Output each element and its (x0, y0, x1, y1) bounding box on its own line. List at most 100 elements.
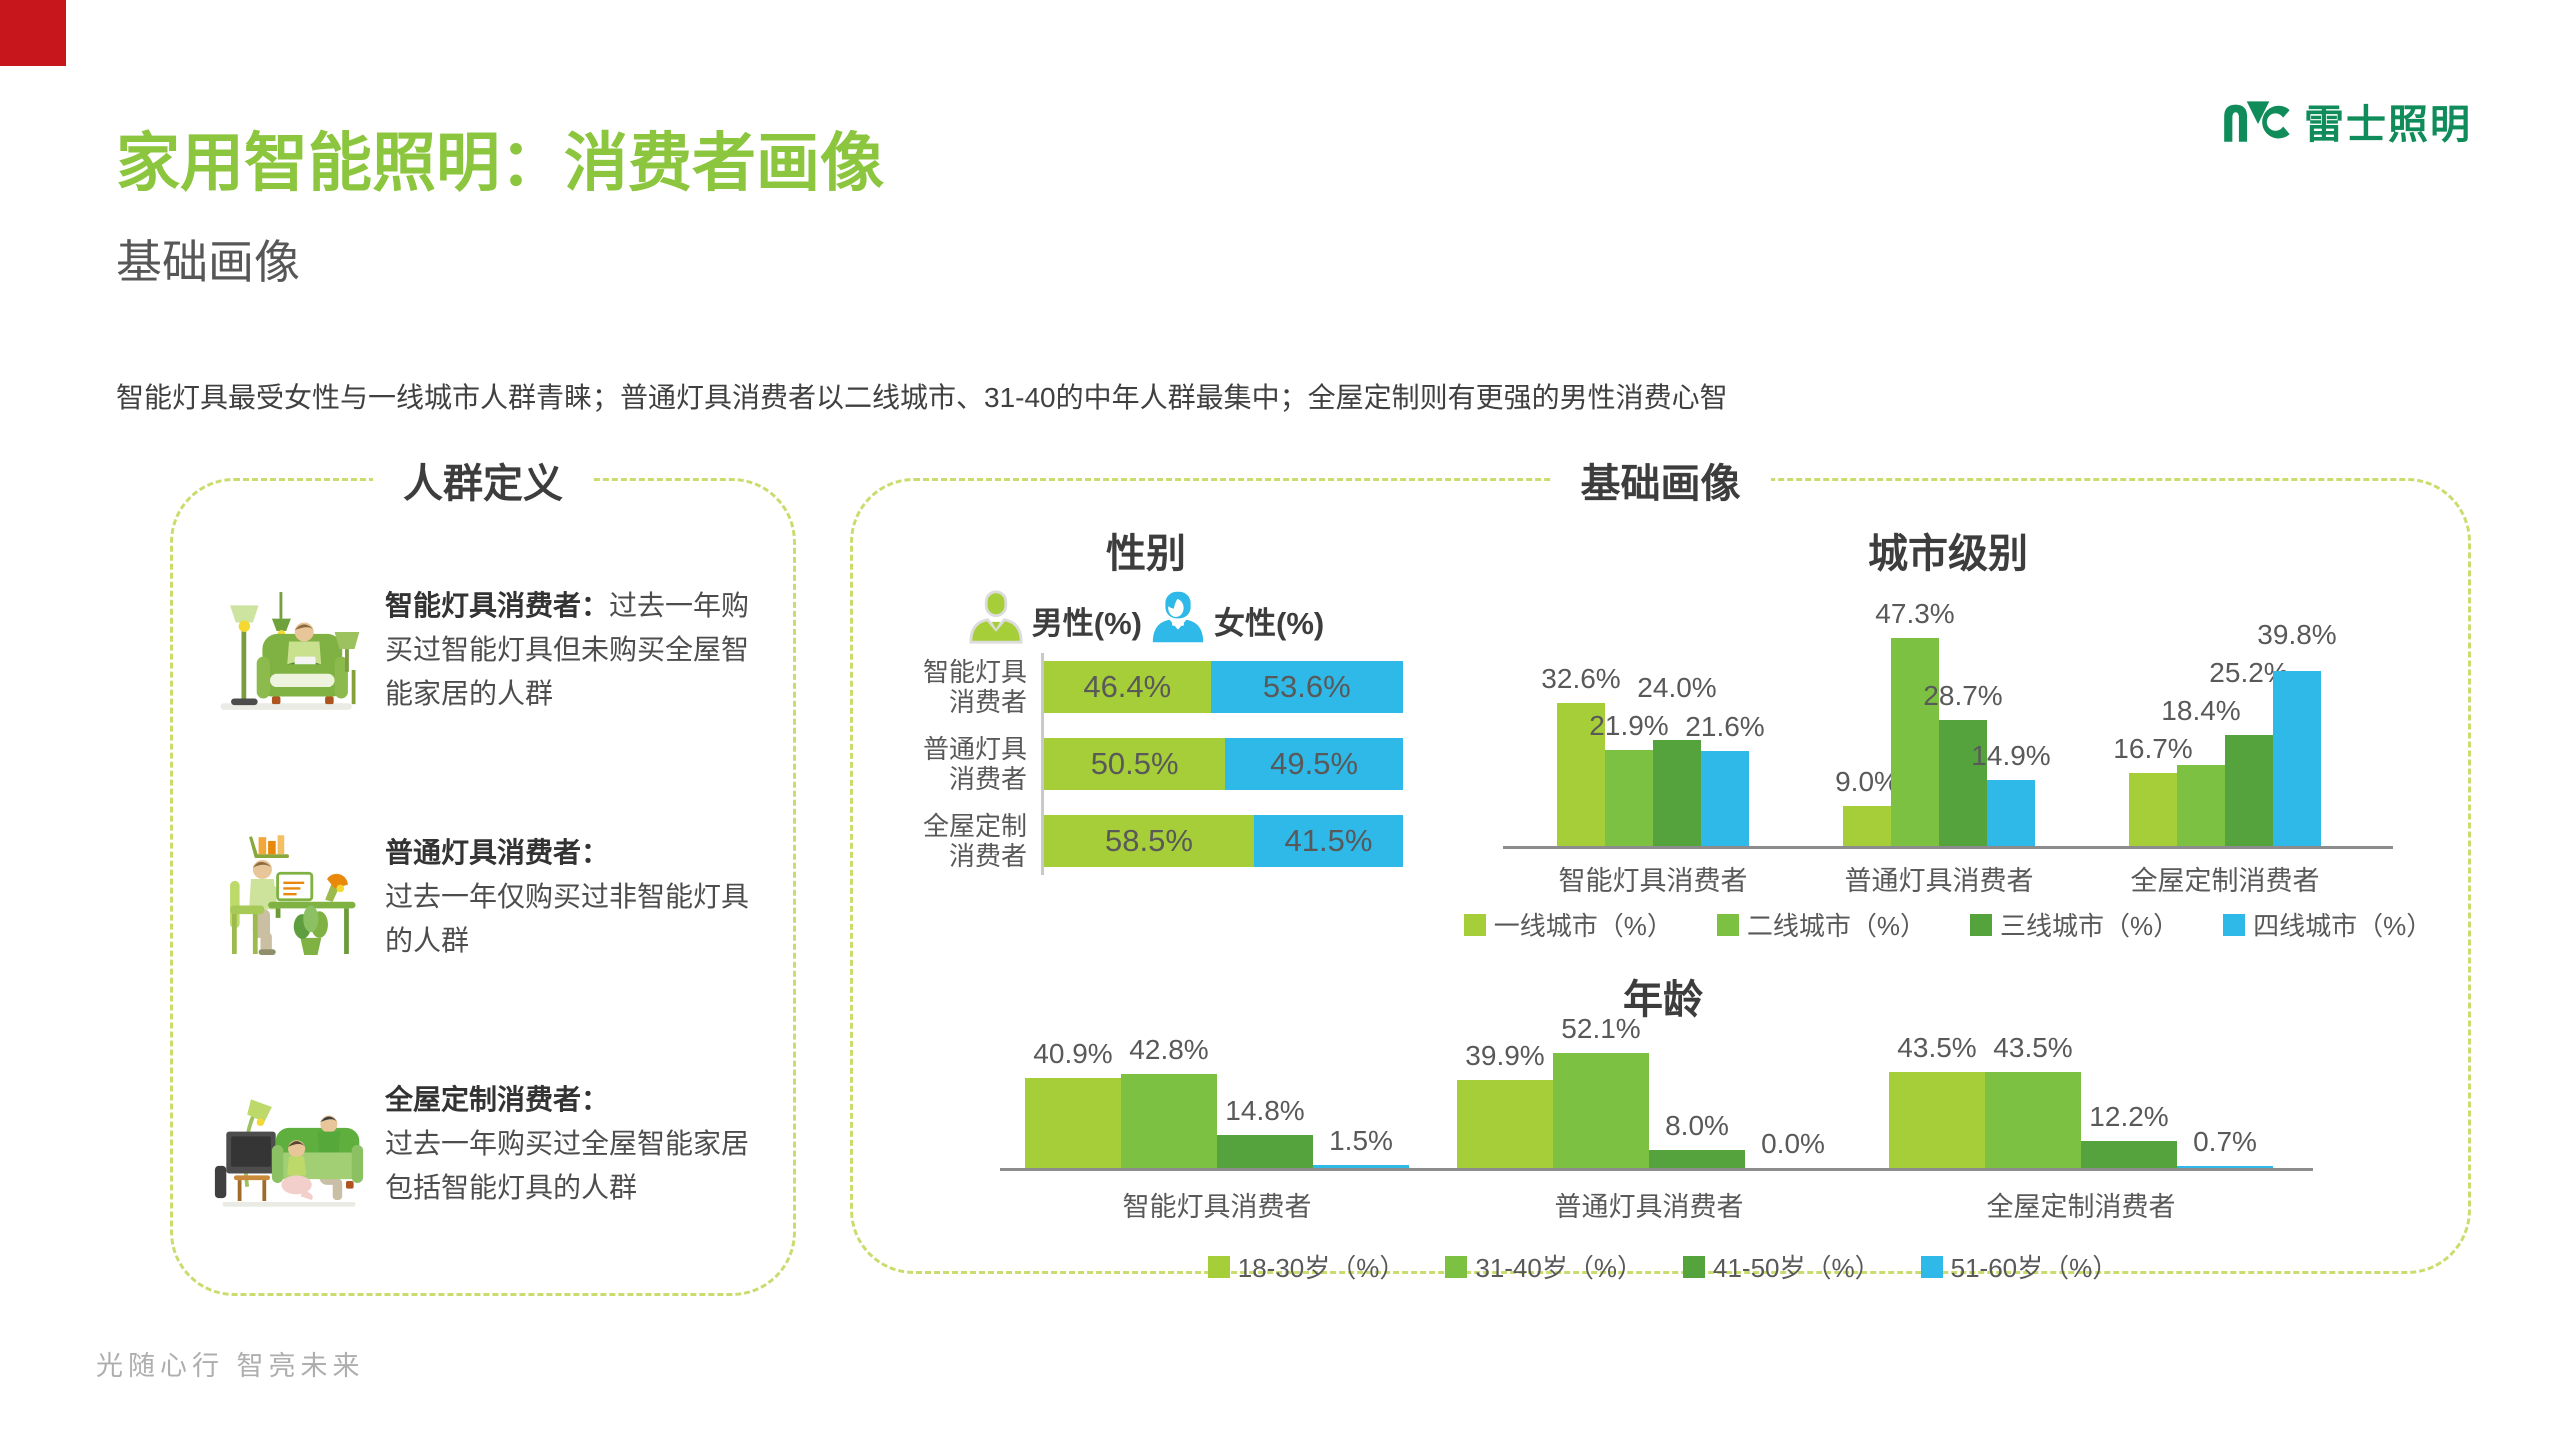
legend-label: 一线城市（%） (1493, 911, 1673, 941)
definition-text: 普通灯具消费者： 过去一年仅购买过非智能灯具的人群 (385, 831, 763, 962)
bar-value-label: 14.9% (1971, 740, 2051, 771)
legend-swatch (1920, 1255, 1943, 1278)
legend-swatch (1463, 913, 1486, 936)
bar: 1.5% (1313, 1125, 1409, 1168)
bar-value-label: 16.7% (2113, 733, 2193, 764)
gender-bar-row: 58.5% 41.5% (1044, 815, 1403, 867)
bar-value-label: 42.8% (1129, 1034, 1209, 1065)
bar-value-label: 0.0% (1761, 1128, 1825, 1159)
category-label: 全屋定制消费者 (1986, 1192, 2176, 1222)
definition-term: 智能灯具消费者： (385, 590, 610, 622)
gender-bar-segment: 50.5% (1044, 738, 1226, 790)
city-chart-title: 城市级别 (1868, 532, 2028, 576)
legend-item: 51-60岁（%） (1920, 1248, 2119, 1285)
bar-value-label: 47.3% (1875, 598, 1955, 629)
definition-smart-light: 智能灯具消费者：过去一年购买过智能灯具但未购买全屋智能家居的人群 (213, 561, 763, 739)
gender-bar-row: 46.4% 53.6% (1044, 661, 1403, 713)
city-x-axis (1503, 846, 2393, 849)
gender-row-label: 普通灯具 消费者 (922, 734, 1027, 794)
bar-value-label: 18.4% (2161, 695, 2241, 726)
bar-value-label: 21.6% (1685, 711, 1765, 742)
bar-value-label: 0.7% (2193, 1126, 2257, 1157)
bar: 47.3% (1875, 598, 1955, 846)
bar-group: 40.9% 42.8% 14.8% 1.5% (1025, 1034, 1409, 1168)
bar-value-label: 39.9% (1465, 1040, 1545, 1071)
bar-value-label: 1.5% (1329, 1125, 1393, 1156)
definitions-list: 智能灯具消费者：过去一年购买过智能灯具但未购买全屋智能家居的人群 (213, 561, 763, 1233)
definition-text: 全屋定制消费者： 过去一年购买过全屋智能家居包括智能灯具的人群 (385, 1078, 763, 1209)
bar-group: 32.6% 21.9% 24.0% 21.6% (1541, 663, 1765, 846)
nvc-logo-icon (2224, 99, 2290, 142)
legend-label: 三线城市（%） (2000, 911, 2180, 941)
bar-value-label: 32.6% (1541, 663, 1621, 694)
bar: 24.0% (1637, 672, 1717, 846)
male-legend-label: 男性(%) (1031, 606, 1142, 641)
profile-panel: 基础画像 性别 男性(%) 女性(%) 智能灯具 消费者 普通灯具 消费者 全屋定制 消费… (850, 451, 2471, 1283)
bar-value-label: 39.8% (2257, 619, 2337, 650)
legend-item: 一线城市（%） (1463, 906, 1673, 943)
bar: 14.8% (1217, 1095, 1313, 1168)
definition-text: 智能灯具消费者：过去一年购买过智能灯具但未购买全屋智能家居的人群 (385, 584, 763, 715)
legend-swatch (1683, 1255, 1705, 1278)
bar: 18.4% (2161, 695, 2241, 846)
bar-value-label: 9.0% (1835, 766, 1899, 797)
bar-value-label: 40.9% (1033, 1038, 1113, 1069)
age-category-labels: 智能灯具消费者 普通灯具消费者 全屋定制消费者 (983, 1185, 2343, 1224)
age-legend: 18-30岁（%） 31-40岁（%） 41-50岁（%） 51-60岁（%） (983, 1248, 2343, 1285)
bar: 32.6% (1541, 663, 1621, 846)
bar-group: 39.9% 52.1% 8.0% 0.0% (1457, 1013, 1841, 1168)
gender-bars: 46.4% 53.6% 50.5% 49.5% 58.5% 41.5% (1041, 653, 1403, 875)
gender-row-labels: 智能灯具 消费者 普通灯具 消费者 全屋定制 消费者 (889, 653, 1041, 875)
gender-bar-segment: 41.5% (1254, 815, 1403, 867)
bar-group: 16.7% 18.4% 25.2% 39.8% (2113, 619, 2337, 846)
definition-ordinary-light: 普通灯具消费者： 过去一年仅购买过非智能灯具的人群 (213, 808, 763, 986)
slogan-text: 光随心行 智亮未来 (96, 1351, 365, 1381)
legend-swatch (1207, 1255, 1230, 1278)
definition-term: 普通灯具消费者： (385, 837, 610, 869)
gender-chart: 智能灯具 消费者 普通灯具 消费者 全屋定制 消费者 46.4% 53.6% 50.5% 49.… (889, 653, 1403, 875)
bar: 12.2% (2081, 1101, 2177, 1168)
legend-label: 二线城市（%） (1746, 911, 1926, 941)
category-label: 普通灯具消费者 (1844, 866, 2034, 896)
bar: 25.2% (2209, 657, 2289, 846)
legend-swatch (1716, 913, 1739, 936)
age-section: 年龄 40.9% 42.8% 14.8% 1.5% 39.9% 52.1% 8.0% 0.0%… (983, 967, 2343, 1285)
category-label: 智能灯具消费者 (1558, 866, 1748, 896)
female-legend-label: 女性(%) (1214, 606, 1325, 641)
gender-bar-segment: 49.5% (1225, 738, 1403, 790)
definition-desc: 过去一年购买过智能灯具但未购买全屋智能家居的人群 (385, 590, 750, 709)
legend-label: 41-50岁（%） (1713, 1253, 1881, 1283)
bar-value-label: 52.1% (1561, 1013, 1641, 1044)
female-icon (1152, 591, 1204, 643)
definition-term: 全屋定制消费者： (385, 1084, 610, 1116)
bar-value-label: 12.2% (2089, 1101, 2169, 1132)
page-title: 家用智能照明：消费者画像 (116, 127, 884, 199)
legend-swatch (1445, 1255, 1468, 1278)
legend-item: 41-50岁（%） (1683, 1248, 1881, 1285)
gender-bar-segment: 46.4% (1044, 661, 1211, 713)
city-category-labels: 智能灯具消费者 普通灯具消费者 全屋定制消费者 (1473, 859, 2423, 898)
bar: 52.1% (1553, 1013, 1649, 1168)
bar-value-label: 24.0% (1637, 672, 1717, 703)
definition-whole-house: 全屋定制消费者： 过去一年购买过全屋智能家居包括智能灯具的人群 (213, 1055, 763, 1233)
gender-section: 性别 男性(%) 女性(%) 智能灯具 消费者 普通灯具 消费者 全屋定制 消费者 46.… (889, 521, 1403, 875)
person-desk-illustration (230, 835, 356, 955)
definitions-panel: 人群定义 (170, 451, 796, 1296)
bar: 14.9% (1971, 740, 2051, 846)
bar: 39.8% (2257, 619, 2337, 846)
gender-bar-segment: 53.6% (1210, 661, 1403, 713)
profile-panel-title: 基础画像 (1550, 451, 1771, 509)
bar: 16.7% (2113, 733, 2193, 846)
bar: 28.7% (1923, 680, 2003, 846)
legend-item: 二线城市（%） (1716, 906, 1926, 943)
definition-desc: 过去一年购买过全屋智能家居包括智能灯具的人群 (385, 1128, 750, 1203)
gender-chart-title: 性别 (1106, 532, 1186, 576)
age-bar-groups: 40.9% 42.8% 14.8% 1.5% 39.9% 52.1% 8.0% 0.0% 43.… (1025, 1013, 2273, 1168)
bar-group: 43.5% 43.5% 12.2% 0.7% (1889, 1032, 2273, 1168)
bar-value-label: 43.5% (1897, 1032, 1977, 1063)
age-chart: 40.9% 42.8% 14.8% 1.5% 39.9% 52.1% 8.0% 0.0% 43.… (983, 1013, 2343, 1171)
legend-label: 51-60岁（%） (1950, 1253, 2119, 1283)
bar-value-label: 28.7% (1923, 680, 2003, 711)
definition-desc: 过去一年仅购买过非智能灯具的人群 (385, 881, 750, 956)
bar: 43.5% (1889, 1032, 1985, 1168)
